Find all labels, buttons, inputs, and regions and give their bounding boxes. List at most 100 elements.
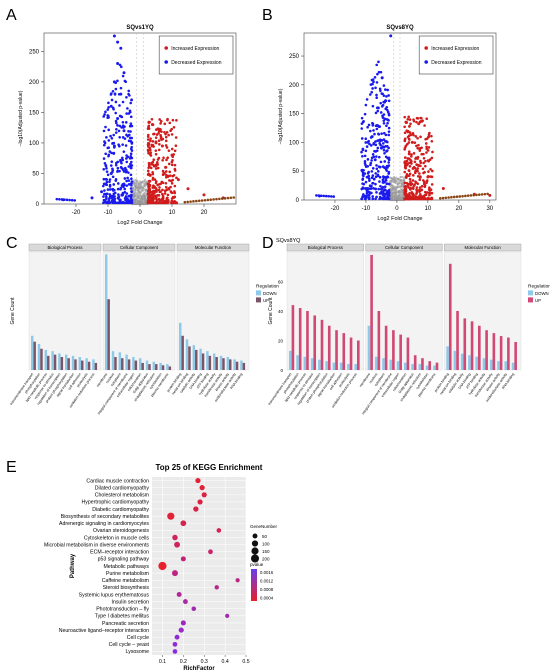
ns-point [140, 189, 143, 192]
series-point [109, 104, 113, 108]
decreased-point [119, 186, 123, 190]
decreased-point [372, 141, 376, 145]
bar-down [111, 351, 115, 370]
decreased-point [373, 132, 376, 136]
decreased-point [128, 133, 131, 137]
decreased-point [365, 145, 369, 148]
decreased-point [374, 197, 377, 201]
increased-point [152, 158, 156, 162]
increased-point [425, 147, 429, 151]
decreased-point [121, 124, 125, 128]
decreased-point [365, 175, 369, 179]
increased-point [411, 179, 415, 182]
increased-point [165, 158, 168, 162]
kegg-bubble [235, 578, 240, 583]
decreased-point [387, 94, 390, 97]
increased-point [405, 159, 409, 163]
tail-point [203, 198, 207, 202]
increased-point [427, 197, 431, 201]
decreased-point [378, 165, 382, 169]
increased-point [404, 187, 408, 191]
increased-point [419, 116, 422, 120]
decreased-point [385, 139, 388, 143]
increased-point [406, 157, 410, 160]
increased-point [422, 156, 426, 160]
tail-point [486, 192, 489, 196]
bar-down [303, 356, 307, 370]
increased-point [412, 187, 415, 190]
decreased-point [125, 95, 128, 99]
decreased-point [361, 195, 364, 199]
increased-point [408, 177, 412, 181]
decreased-point [372, 129, 375, 132]
decreased-point [376, 72, 379, 76]
increased-point [150, 191, 153, 194]
decreased-point [380, 132, 383, 135]
x-tick-label: 10 [169, 210, 176, 216]
y-tick-label: 100 [29, 141, 40, 147]
decreased-point [102, 182, 106, 186]
increased-point [420, 184, 424, 188]
series-point [100, 190, 104, 194]
increased-point [418, 172, 421, 175]
pathway-label: Adrenergic signaling in cardiomyocytes [59, 521, 149, 527]
increased-point [415, 116, 419, 120]
ns-point [400, 184, 403, 187]
decreased-point [104, 195, 108, 199]
facet-label: Molecular Function [465, 245, 502, 250]
legend-label-decreased: Decreased Expression [431, 60, 482, 66]
increased-point [414, 180, 417, 183]
increased-point [147, 121, 151, 124]
decreased-point [125, 184, 129, 187]
bar-down [44, 349, 48, 370]
decreased-point [125, 179, 128, 183]
decreased-point [370, 156, 374, 160]
bar-up [94, 362, 98, 370]
decreased-point [378, 192, 382, 195]
decreased-point [377, 155, 381, 159]
kegg-bubble [171, 570, 178, 577]
tail-point [475, 193, 478, 197]
bar-up [428, 361, 432, 370]
increased-point [417, 143, 420, 147]
legend-label-up: UP [263, 298, 269, 303]
x-axis-label: Log2 Fold Change [377, 216, 422, 222]
increased-point [147, 161, 151, 165]
decreased-point [368, 187, 372, 190]
bar-down [92, 359, 95, 370]
decreased-point [387, 164, 391, 167]
bar-down [58, 353, 61, 370]
decreased-point [382, 84, 386, 87]
bar-down [382, 358, 385, 370]
bar-down [206, 351, 209, 370]
ns-point [140, 184, 143, 187]
series-point [157, 129, 161, 133]
decreased-point [375, 164, 378, 167]
decreased-point [369, 144, 373, 147]
decreased-point [119, 86, 123, 90]
increased-point [409, 122, 412, 126]
increased-point [157, 131, 160, 135]
tail-point [455, 195, 459, 199]
tail-point [65, 198, 69, 202]
decreased-point [368, 93, 372, 96]
increased-point [167, 133, 170, 137]
legend-label-up: UP [535, 298, 541, 303]
ns-point [143, 191, 147, 194]
decreased-point [371, 124, 375, 127]
ns-point [401, 196, 405, 199]
increased-point [408, 164, 412, 168]
ns-point [132, 186, 135, 189]
kegg-bubble [199, 485, 205, 491]
bar-up [399, 334, 402, 370]
panel-letter-b: B [262, 7, 273, 24]
decreased-point [105, 167, 108, 170]
decreased-point [380, 105, 384, 108]
x-tick-label: -20 [72, 210, 81, 216]
tail-point [469, 194, 473, 197]
increased-point [146, 169, 150, 173]
increased-point [163, 122, 167, 126]
decreased-point [362, 182, 366, 186]
decreased-point [373, 76, 377, 79]
pathway-label: ECM–receptor interaction [90, 550, 149, 556]
